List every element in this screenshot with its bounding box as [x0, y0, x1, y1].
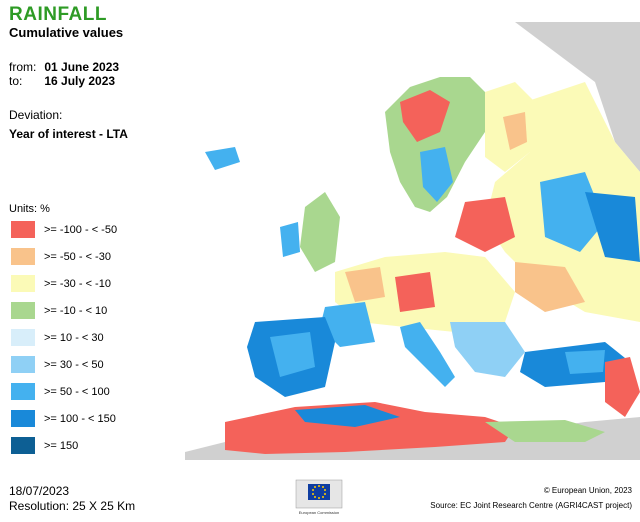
north-africa: [225, 402, 515, 454]
data-source: Source: EC Joint Research Centre (AGRI4C…: [430, 501, 632, 510]
legend-units: Units: %: [9, 203, 50, 215]
germany-dry: [395, 272, 435, 312]
legend-label: >= 30 - < 50: [44, 359, 104, 371]
map-date: 18/07/2023: [9, 484, 70, 498]
ireland: [280, 222, 300, 257]
to-value: 16 July 2023: [44, 74, 116, 88]
libya-egypt: [485, 420, 605, 442]
sweden-wet: [420, 147, 453, 202]
legend-item: >= 50 - < 100: [9, 383, 110, 410]
norway-dry: [400, 90, 450, 142]
legend-swatch: [11, 248, 35, 265]
legend-item: >= 10 - < 30: [9, 329, 104, 356]
land-cells: [205, 77, 640, 454]
france-south-wet: [320, 302, 375, 347]
italy: [400, 322, 455, 387]
map-subtitle: Cumulative values: [9, 25, 124, 40]
legend-label: >= -30 - < -10: [44, 278, 111, 290]
legend-item: >= -100 - < -50: [9, 221, 117, 248]
legend-item: >= -30 - < -10: [9, 275, 111, 302]
legend-swatch: [11, 329, 35, 346]
period-from: from: 01 June 2023: [9, 60, 119, 74]
legend-item: >= 150: [9, 437, 78, 464]
legend-swatch: [11, 383, 35, 400]
ukraine: [515, 262, 585, 312]
legend: Units: % >= -100 - < -50 >= -50 - < -30 >=…: [9, 203, 117, 464]
deviation-label: Deviation:: [9, 108, 63, 122]
legend-swatch: [11, 221, 35, 238]
russia-grey-area: [515, 22, 640, 172]
algeria-wet: [295, 405, 400, 427]
rainfall-map: [185, 22, 640, 460]
from-value: 01 June 2023: [44, 60, 120, 74]
legend-swatch: [11, 437, 35, 454]
iberia-center: [270, 332, 315, 377]
legend-item: >= -10 - < 10: [9, 302, 107, 329]
map-resolution: Resolution: 25 X 25 Km: [9, 499, 136, 513]
period-to: to: 16 July 2023: [9, 74, 115, 88]
legend-swatch: [11, 302, 35, 319]
legend-label: >= -10 - < 10: [44, 305, 108, 317]
france-north: [345, 267, 385, 302]
legend-label: >= 10 - < 30: [44, 332, 104, 344]
eu-flag-icon: European Commission: [295, 479, 343, 515]
iceland: [205, 147, 240, 170]
balkans: [450, 322, 525, 377]
map-title: RAINFALL: [9, 4, 107, 25]
legend-swatch: [11, 410, 35, 427]
legend-item: >= -50 - < -30: [9, 248, 111, 275]
legend-item: >= 30 - < 50: [9, 356, 104, 383]
great-britain: [300, 192, 340, 272]
russia-very-wet: [585, 192, 640, 262]
legend-label: >= 150: [44, 440, 79, 452]
legend-label: >= -50 - < -30: [44, 251, 111, 263]
poland-dry: [455, 197, 515, 252]
legend-label: >= 50 - < 100: [44, 386, 110, 398]
finland-dry: [503, 112, 527, 150]
to-label: to:: [9, 74, 23, 88]
from-label: from:: [9, 60, 37, 74]
levant: [605, 357, 640, 417]
deviation-value: Year of interest - LTA: [9, 127, 128, 141]
copyright: © European Union, 2023: [543, 486, 632, 495]
legend-label: >= 100 - < 150: [44, 413, 116, 425]
legend-item: >= 100 - < 150: [9, 410, 116, 437]
turkey-center: [565, 350, 605, 374]
russia-wet: [540, 172, 605, 252]
legend-label: >= -100 - < -50: [44, 224, 118, 236]
legend-swatch: [11, 275, 35, 292]
legend-swatch: [11, 356, 35, 373]
logo-text: European Commission: [299, 510, 339, 515]
